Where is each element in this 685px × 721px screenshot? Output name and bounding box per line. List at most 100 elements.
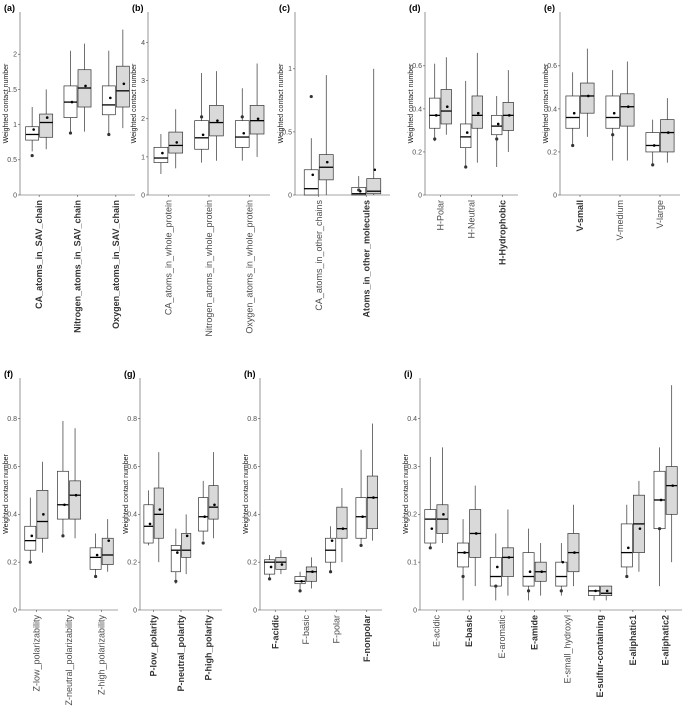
y-tick-label: 0 [253,607,257,614]
box-group: Oxygen_atoms_in_whole_protein [234,63,265,334]
mean-point [84,84,87,88]
y-tick-label: 0.4 [412,106,422,113]
y-tick-label: 0.2 [7,560,17,567]
outlier-point [559,589,563,593]
mean-point [242,131,246,135]
x-category-label: H-Neutral [467,200,477,239]
mean-point [330,539,334,542]
mean-point [561,560,565,564]
x-category-label: Nitrogen_atoms_in_SAV_chain [73,200,83,333]
x-category-label: F-polar [331,615,341,644]
box-group: E-aliphatic2 [653,385,678,666]
mean-point [573,551,576,554]
mean-point [158,508,162,511]
mean-point [528,570,532,574]
mean-point [430,527,434,530]
box [89,547,102,570]
box [366,475,378,530]
box [336,506,348,539]
mean-point [311,570,314,574]
mean-point [627,546,630,550]
mean-point [161,151,164,155]
box [153,146,169,163]
y-tick-label: 4 [141,40,145,47]
box [153,487,164,539]
y-tick-label: 0 [418,192,422,199]
box [24,525,37,551]
box-group: V-small [565,48,595,232]
x-category-label: V-large [655,200,665,229]
y-tick-label: 0.8 [7,416,17,423]
y-tick-label: 0.1 [407,560,417,567]
y-tick-label: 0 [133,607,137,614]
mean-point [122,82,126,86]
outlier-point [494,584,498,588]
mean-point [95,553,99,557]
y-tick-label: 0.6 [127,464,137,471]
x-category-label: Atoms_in_other_molecules [361,200,371,318]
y-axis-title: Weighted contact number [403,454,410,534]
mean-point [216,119,219,122]
x-category-label: Z-neutral_polarizability [64,615,74,706]
x-category-label: P-high_polarity [203,615,213,681]
x-category-label: E-basic [464,615,474,647]
mean-point [213,503,216,507]
y-tick-label: 0.6 [412,63,422,70]
box-group: E-basic [457,485,482,647]
y-tick-label: 0 [13,192,17,199]
box-group: P-low_polarity [143,452,164,677]
y-tick-label: 0.6 [547,63,557,70]
mean-point [638,527,642,530]
panel-label: (g) [124,369,136,379]
mean-point [341,527,345,530]
outlier-point [240,115,244,119]
mean-point [572,111,576,115]
mean-point [30,534,34,538]
box-group: Nitrogen_atoms_in_SAV_chain [63,43,92,333]
box-group: F-nonpolar [355,423,378,662]
mean-point [507,556,511,559]
mean-point [42,513,45,516]
panel-label: (h) [244,369,256,379]
x-category-label: Z-high_polarizability [97,615,107,696]
outlier-point [464,165,468,169]
y-tick-label: 0.4 [547,106,557,113]
mean-point [442,513,445,516]
y-tick-label: 0.6 [7,464,17,471]
x-category-label: Nitrogen_atoms_in_whole_protein [204,200,214,337]
mean-point [507,114,511,117]
outlier-point [298,589,302,593]
x-category-label: V-small [575,200,585,232]
panel-c: (c) Weighted contact number 0 0.5 1 CA_atoms_… [278,3,390,318]
mean-point [63,503,66,507]
box-group: CA_atoms_in_other_chains [303,75,334,311]
y-axis-title: Weighted contact number [243,454,250,534]
box [489,557,502,587]
box [57,470,69,520]
mean-point [476,111,480,115]
y-tick-label: 1 [141,154,145,161]
x-category-label: E-amide [530,615,540,650]
box-group: CA_atoms_in_whole_protein [153,109,184,315]
x-category-label: F-basic [301,615,311,645]
panel-g: (g) Weighted contact number 0 0.2 0.4 0.6 0.8 P… [123,369,222,692]
y-tick-label: 0.4 [247,512,257,519]
outlier-point [61,534,65,538]
box [665,466,678,515]
y-tick-label: 1 [13,122,17,129]
mean-point [465,131,469,134]
panel-d: (d) Weighted contact number 0 0.2 0.4 0.6 H-Po… [408,3,518,265]
box [143,504,154,544]
mean-point [605,589,609,593]
box-group: H-Hydrophobic [491,70,514,265]
y-tick-label: 0.5 [7,157,17,164]
box [645,132,660,153]
box [303,169,319,196]
box [429,97,441,129]
x-category-label: E-acidic [431,615,441,648]
box-group: Atoms_in_other_molecules [351,68,382,318]
x-category-label: E-sulfur-containing [595,615,605,698]
panel-label: (i) [404,369,413,379]
mean-point [300,579,303,583]
